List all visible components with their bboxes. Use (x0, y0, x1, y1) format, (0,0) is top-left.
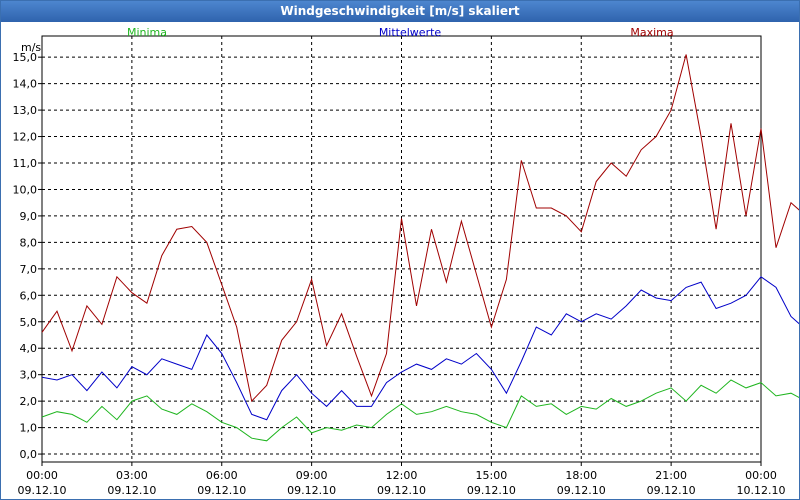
y-tick-label: 8,0 (20, 236, 38, 249)
y-tick-label: 13,0 (13, 104, 38, 117)
y-tick-label: 5,0 (20, 316, 38, 329)
y-tick-label: 4,0 (20, 342, 38, 355)
y-tick-label: 6,0 (20, 289, 38, 302)
x-tick-time-label: 18:00 (565, 469, 597, 482)
y-tick-label: 11,0 (13, 157, 38, 170)
x-tick-time-label: 12:00 (386, 469, 418, 482)
y-tick-label: 9,0 (20, 210, 38, 223)
y-tick-label: 12,0 (13, 131, 38, 144)
y-tick-label: 7,0 (20, 263, 38, 276)
y-tick-label: 14,0 (13, 78, 38, 91)
series-line-minima (41, 379, 799, 442)
x-tick-date-label: 09.12.10 (557, 484, 606, 497)
x-tick-time-label: 00:00 (745, 469, 777, 482)
data-series (41, 54, 799, 442)
y-tick-label: 10,0 (13, 183, 38, 196)
axes (38, 35, 762, 466)
y-tick-labels: 0,0 1,0 2,0 3,0 4,0 5,0 6,0 7,0 8,0 9,0 10,0 11,0 12… (13, 51, 38, 461)
legend-mittelwerte: Mittelwerte (379, 26, 442, 39)
x-tick-time-label: 15:00 (476, 469, 508, 482)
y-axis-unit-label: m/s (21, 41, 41, 54)
x-tick-date-label: 09.12.10 (467, 484, 516, 497)
y-tick-label: 2,0 (20, 395, 38, 408)
y-tick-label: 3,0 (20, 369, 38, 382)
y-tick-label: 1,0 (20, 422, 38, 435)
x-tick-date-label: 09.12.10 (197, 484, 246, 497)
series-line-maxima (41, 54, 799, 403)
x-tick-time-label: 21:00 (655, 469, 687, 482)
x-tick-time-label: 03:00 (116, 469, 148, 482)
wind-speed-chart: 0,0 1,0 2,0 3,0 4,0 5,0 6,0 7,0 8,0 9,0 10,0 11,0 12… (13, 26, 799, 497)
x-tick-date-label: 09.12.10 (107, 484, 156, 497)
x-tick-date-label: 09.12.10 (18, 484, 67, 497)
x-tick-date-label: 09.12.10 (287, 484, 336, 497)
x-tick-time-label: 00:00 (26, 469, 58, 482)
window-title: Windgeschwindigkeit [m/s] skaliert (1, 1, 799, 22)
x-tick-date-label: 09.12.10 (377, 484, 426, 497)
y-tick-label: 0,0 (20, 448, 38, 461)
x-tick-date-label: 10.12.10 (737, 484, 786, 497)
y-tick-label: 15,0 (13, 51, 38, 64)
series-line-mittelwerte (41, 276, 799, 421)
legend-minima: Minima (127, 26, 167, 39)
x-tick-time-label: 09:00 (296, 469, 328, 482)
x-tick-date-label: 09.12.10 (647, 484, 696, 497)
legend-maxima: Maxima (630, 26, 673, 39)
x-tick-time-label: 06:00 (206, 469, 238, 482)
x-tick-labels: 00:00 09.12.10 03:00 09.12.10 06:00 09.12.10 0… (18, 469, 786, 497)
plot-frame (41, 35, 762, 463)
